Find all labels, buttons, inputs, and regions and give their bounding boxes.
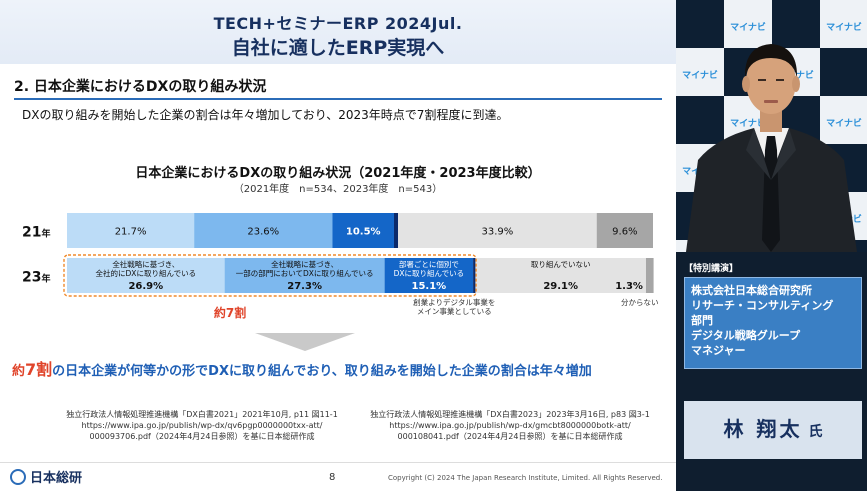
- special-talk-tag: 【特別講演】: [684, 264, 739, 274]
- affiliation-line: 部門: [691, 314, 713, 327]
- speaker-label-panel: 【特別講演】 株式会社日本総合研究所 リサーチ・コンサルティング 部門 デジタル…: [676, 252, 867, 491]
- company-logo: 日本総研: [10, 467, 82, 486]
- category-suffix: 年: [41, 273, 50, 285]
- chart-subtitle: （2021年度 n=534、2023年度 n=543）: [233, 184, 443, 195]
- presentation-slide: TECH+セミナーERP 2024Jul. 自社に適したERP実現へ 2. 日本…: [0, 0, 676, 486]
- backdrop-logo-text: マイナビ: [826, 21, 862, 33]
- speaker-name: 林 翔太: [723, 417, 803, 441]
- highlight-outline: [63, 254, 477, 297]
- lead-text: DXの取り組みを開始した企業の割合は年々増加しており、2023年時点で7割程度に…: [22, 108, 509, 122]
- data-label: 1.3%: [615, 281, 643, 292]
- speaker-honorific: 氏: [808, 424, 823, 440]
- backdrop-tile: [820, 48, 867, 96]
- series-label: メイン事業としている: [417, 306, 492, 316]
- bar-segment: [67, 258, 225, 293]
- stacked-bar-chart: 21年21.7%23.6%10.5%0.7%33.9%9.6%23年全社戦略に基…: [22, 213, 659, 320]
- conclusion-prefix: 約: [12, 364, 26, 379]
- series-label: 部署ごとに個別で: [399, 259, 459, 269]
- data-label: 27.3%: [287, 281, 322, 292]
- copyright: Copyright (C) 2024 The Japan Research In…: [388, 474, 663, 482]
- backdrop-tile: [676, 0, 724, 48]
- series-label: 全社戦略に基づき、: [112, 259, 179, 269]
- bar-segment: [393, 213, 399, 248]
- source-line: 独立行政法人情報処理推進機構「DX白書2023」2023年3月16日, p83 …: [370, 410, 650, 419]
- category-number: 21: [22, 225, 41, 241]
- series-label: 取り組んでいない: [531, 259, 591, 269]
- slide-header: TECH+セミナーERP 2024Jul. 自社に適したERP実現へ: [0, 0, 676, 64]
- footer-divider: [0, 462, 676, 463]
- source-url: https://www.ipa.go.jp/publish/wp-dx/qv6p…: [81, 421, 323, 430]
- source-url: https://www.ipa.go.jp/publish/wp-dx/gmcb…: [389, 421, 631, 430]
- bar-segment: [596, 213, 653, 248]
- category-label: 23年: [22, 270, 51, 286]
- category-label: 21年: [22, 225, 51, 241]
- page-number: 8: [329, 472, 336, 483]
- affiliation-line: リサーチ・コンサルティング: [691, 299, 834, 312]
- category-number: 23: [22, 270, 41, 286]
- backdrop-logo-text: マイナビ: [826, 117, 862, 129]
- data-label: 23.6%: [247, 227, 279, 238]
- bar-segment: [224, 258, 385, 293]
- backdrop-tile: [676, 48, 724, 96]
- backdrop-tile: [724, 0, 772, 48]
- bar-segment: [194, 213, 333, 248]
- backdrop-logo-text: マイナビ: [730, 21, 766, 33]
- series-label: 全社戦略に基づき、: [271, 259, 338, 269]
- speaker-video: マイナビマイナビマイナビマイナビマイナビマイナビマイナビマイナビマイナビマイナビ…: [676, 0, 867, 252]
- category-suffix: 年: [41, 228, 50, 240]
- speaker-name-box: 林 翔太 氏: [684, 401, 862, 459]
- source-line: 000108041.pdf（2024年4月24日参照）を基に日本総研作成: [397, 432, 623, 441]
- backdrop-tile: [820, 96, 867, 144]
- bar-segment: [645, 258, 654, 293]
- backdrop-logo-text: マイナビ: [682, 69, 718, 81]
- down-arrow-icon: [255, 333, 355, 351]
- seminar-subtitle: 自社に適したERP実現へ: [231, 37, 445, 59]
- series-label: 一部の部門においてDXに取り組んでいる: [236, 268, 374, 278]
- bar-segment: [332, 213, 394, 248]
- source-note-right: 独立行政法人情報処理推進機構「DX白書2023」2023年3月16日, p83 …: [360, 409, 660, 442]
- series-label: 全社的にDXに取り組んでいる: [96, 268, 197, 278]
- series-label: DXに取り組んでいる: [394, 268, 465, 278]
- bar-segment: [384, 258, 474, 293]
- bar-segment: [67, 213, 195, 248]
- backdrop-logo-text: マイナビ: [730, 117, 766, 129]
- series-label: 分からない: [621, 298, 659, 307]
- affiliation-line: マネジャー: [691, 344, 746, 357]
- data-label: 26.9%: [128, 281, 163, 292]
- conclusion-text: 約7割の日本企業が何等かの形でDXに取り組んでおり、取り組みを開始した企業の割合…: [12, 356, 592, 380]
- section-title: 2. 日本企業におけるDXの取り組み状況: [14, 79, 267, 95]
- affiliation-line: デジタル戦略グループ: [691, 329, 801, 342]
- data-label: 10.5%: [346, 227, 381, 238]
- speaker-figure: [686, 44, 857, 252]
- data-label: 21.7%: [115, 227, 147, 238]
- data-label: 15.1%: [412, 281, 447, 292]
- backdrop-tile: [676, 96, 724, 144]
- seminar-title: TECH+セミナーERP 2024Jul.: [213, 14, 463, 33]
- series-label: 創業よりデジタル事業を: [413, 297, 495, 307]
- backdrop-tile: [820, 0, 867, 48]
- speaker-panel: マイナビマイナビマイナビマイナビマイナビマイナビマイナビマイナビマイナビマイナビ…: [676, 0, 867, 491]
- bar-segment: [398, 213, 597, 248]
- logo-text: 日本総研: [30, 471, 83, 486]
- affiliation-box: 株式会社日本総合研究所 リサーチ・コンサルティング 部門 デジタル戦略グループ …: [684, 277, 862, 369]
- affiliation-line: 株式会社日本総合研究所: [691, 284, 812, 297]
- bar-segment: [473, 258, 476, 293]
- source-note-left: 独立行政法人情報処理推進機構「DX白書2021」2021年10月, p11 図1…: [52, 409, 352, 442]
- data-label: 29.1%: [543, 281, 578, 292]
- backdrop-tile: [772, 0, 820, 48]
- source-line: 独立行政法人情報処理推進機構「DX白書2021」2021年10月, p11 図1…: [66, 410, 338, 419]
- data-label: 9.6%: [612, 227, 637, 238]
- bar-segment: [475, 258, 646, 293]
- chart-title: 日本企業におけるDXの取り組み状況（2021年度・2023年度比較）: [135, 166, 541, 181]
- data-label: 33.9%: [482, 227, 514, 238]
- section-divider: [14, 98, 662, 100]
- highlight-label: 約7割: [214, 305, 246, 320]
- conclusion-rest: の日本企業が何等かの形でDXに取り組んでおり、取り組みを開始した企業の割合は年々…: [52, 364, 592, 379]
- logo-mark-icon: [10, 468, 26, 485]
- source-line: 000093706.pdf（2024年4月24日参照）を基に日本総研作成: [89, 432, 315, 441]
- conclusion-highlight: 7割: [25, 360, 53, 379]
